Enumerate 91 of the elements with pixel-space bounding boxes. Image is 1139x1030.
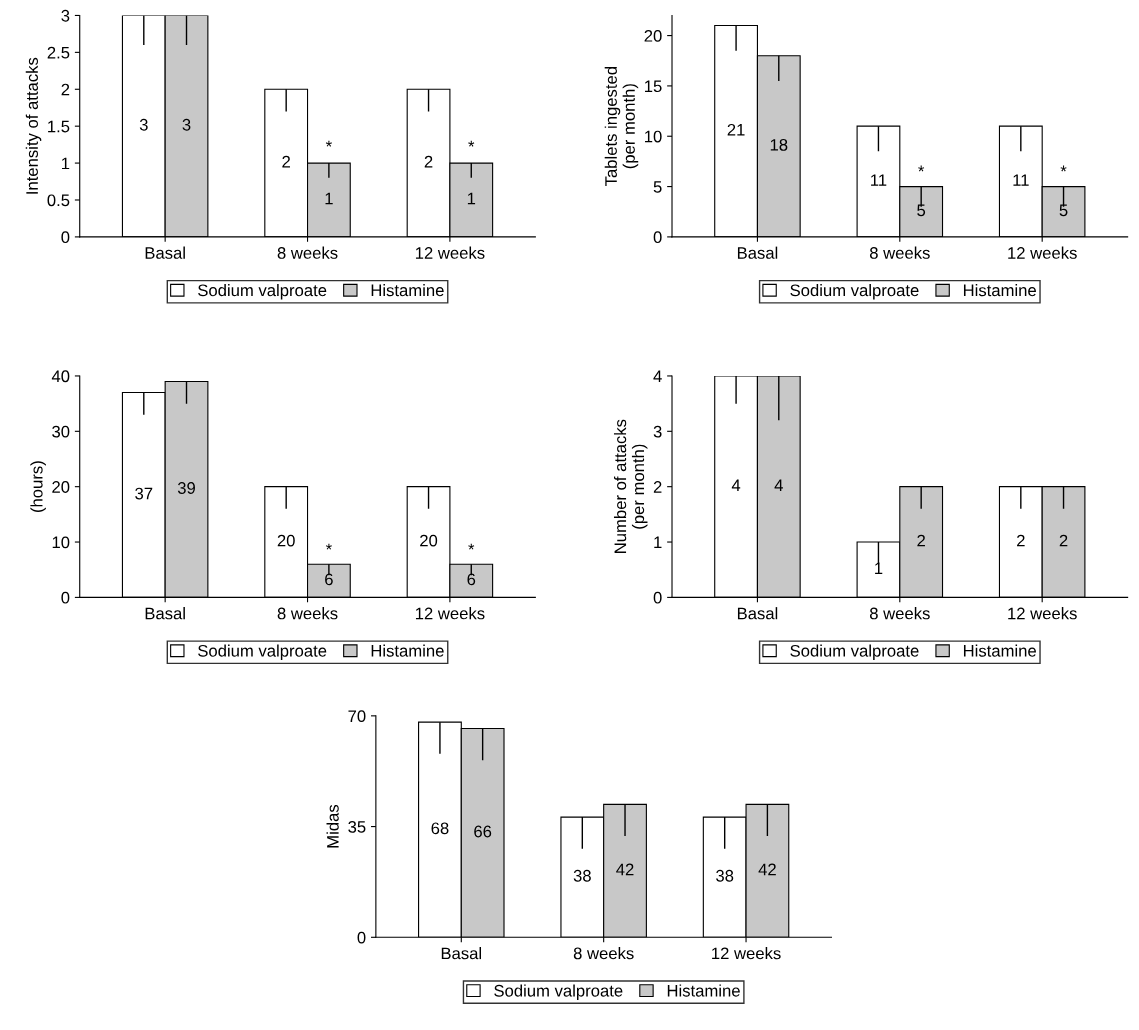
- y-tick-label: 2: [61, 83, 70, 96]
- data-label: 66: [474, 825, 492, 838]
- legend-label: Histamine: [371, 284, 444, 297]
- data-label: 20: [420, 534, 438, 547]
- data-label: 1: [325, 192, 333, 205]
- y-tick-label: 1.5: [48, 120, 70, 133]
- data-label: 6: [467, 573, 476, 586]
- y-tick-label: 3: [61, 9, 70, 22]
- y-axis-title: Tablets ingested (per month): [604, 67, 639, 187]
- data-label: 38: [716, 869, 734, 882]
- y-axis-title: Number of attacks (per month): [613, 419, 648, 553]
- data-label: 2: [424, 155, 433, 168]
- data-label: 4: [774, 479, 783, 491]
- data-label: 42: [616, 863, 634, 876]
- annotation: *: [468, 543, 475, 550]
- data-label: 42: [758, 863, 776, 876]
- data-label: 2: [917, 534, 925, 547]
- data-label: 68: [431, 822, 449, 835]
- x-tick-label: 12 weeks: [415, 607, 485, 620]
- data-label: 38: [573, 869, 591, 882]
- y-tick-label: 70: [348, 710, 366, 723]
- legend-label: Histamine: [963, 644, 1036, 657]
- x-tick-label: 8 weeks: [277, 246, 338, 259]
- x-tick-label: 12 weeks: [415, 246, 485, 259]
- data-label: 11: [871, 174, 887, 186]
- y-tick-label: 15: [645, 80, 662, 93]
- legend-label: Histamine: [371, 644, 444, 657]
- legend-label: Sodium valproate: [198, 644, 327, 661]
- y-tick-label: 0: [61, 591, 70, 604]
- annotation: *: [325, 543, 332, 550]
- x-tick-label: 8 weeks: [869, 607, 930, 620]
- y-axis-title: Midas: [326, 804, 339, 848]
- y-tick-label: 0: [61, 231, 70, 244]
- y-tick-label: 0.5: [47, 194, 70, 207]
- annotation: *: [1060, 165, 1067, 172]
- y-tick-label: 4: [653, 370, 662, 382]
- x-tick-label: Basal: [737, 246, 778, 259]
- y-tick-label: 1: [62, 157, 70, 170]
- y-tick-label: 2: [653, 481, 662, 493]
- y-tick-label: 5: [653, 181, 662, 193]
- y-tick-label: 2.5: [47, 46, 70, 59]
- x-tick-label: 8 weeks: [869, 246, 930, 259]
- y-tick-label: 35: [348, 820, 366, 833]
- data-label: 1: [467, 192, 476, 205]
- y-tick-label: 0: [357, 931, 366, 944]
- annotation: *: [468, 140, 475, 147]
- data-label: 2: [1017, 534, 1025, 547]
- y-tick-label: 10: [645, 130, 662, 143]
- x-tick-label: Basal: [737, 607, 778, 620]
- x-tick-label: Basal: [441, 947, 482, 960]
- y-tick-label: 1: [654, 536, 662, 549]
- legend-label: Sodium valproate: [790, 644, 919, 661]
- data-label: 4: [731, 479, 741, 491]
- legend-label: Sodium valproate: [494, 984, 623, 1000]
- data-label: 11: [1013, 174, 1029, 186]
- data-label: 37: [135, 487, 153, 500]
- legend-label: Sodium valproate: [198, 284, 327, 300]
- data-label: 2: [1059, 534, 1068, 547]
- legend-label: Histamine: [963, 284, 1036, 297]
- y-tick-label: 40: [51, 370, 70, 383]
- data-label: 5: [917, 204, 926, 217]
- y-tick-label: 20: [644, 29, 662, 42]
- data-label: 6: [325, 573, 333, 586]
- data-label: 5: [1059, 204, 1068, 217]
- x-tick-label: 12 weeks: [1008, 607, 1077, 620]
- data-label: 1: [875, 562, 883, 575]
- x-tick-label: 12 weeks: [1008, 246, 1077, 259]
- y-axis-title: Intensity of attacks: [25, 57, 42, 194]
- data-label: 2: [282, 155, 290, 168]
- y-tick-label: 0: [653, 591, 662, 604]
- x-tick-label: 8 weeks: [277, 607, 338, 620]
- x-tick-label: 12 weeks: [712, 947, 781, 960]
- data-label: 18: [770, 138, 788, 151]
- x-tick-label: Basal: [145, 246, 185, 259]
- data-label: 3: [139, 118, 148, 131]
- y-tick-label: 0: [653, 231, 662, 244]
- x-tick-label: 8 weeks: [573, 947, 634, 960]
- data-label: 3: [182, 118, 191, 131]
- y-tick-label: 10: [52, 536, 70, 549]
- data-label: 20: [277, 534, 295, 547]
- y-axis-title: (hours): [30, 461, 46, 513]
- annotation: *: [918, 165, 925, 172]
- legend-label: Histamine: [667, 984, 740, 997]
- data-label: 21: [727, 123, 745, 136]
- x-tick-label: Basal: [145, 607, 185, 620]
- legend-label: Sodium valproate: [790, 284, 919, 300]
- data-label: 39: [177, 482, 195, 494]
- y-tick-label: 30: [52, 425, 70, 438]
- annotation: *: [325, 140, 332, 147]
- y-tick-label: 20: [52, 481, 70, 493]
- y-tick-label: 3: [653, 425, 662, 438]
